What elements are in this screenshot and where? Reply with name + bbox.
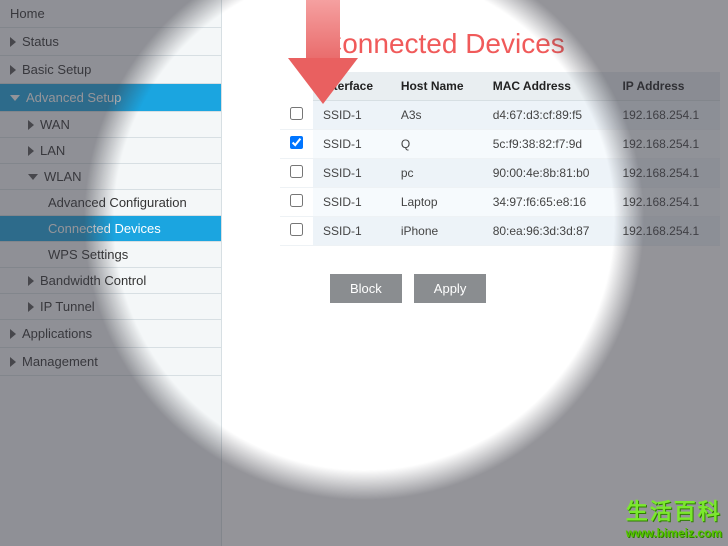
cell-interface: SSID-1: [313, 187, 391, 216]
cell-ip: 192.168.254.1: [612, 158, 720, 187]
cell-host: A3s: [391, 101, 483, 130]
nav-ip-tunnel[interactable]: IP Tunnel: [0, 294, 221, 320]
nav-wlan[interactable]: WLAN: [0, 164, 221, 190]
cell-mac: 5c:f9:38:82:f7:9d: [483, 129, 613, 158]
col-host: Host Name: [391, 72, 483, 101]
chevron-down-icon: [28, 174, 38, 180]
row-checkbox[interactable]: [290, 194, 303, 207]
nav-label: Home: [10, 6, 45, 21]
cell-mac: d4:67:d3:cf:89:f5: [483, 101, 613, 130]
nav-label: Status: [22, 34, 59, 49]
table-row: SSID-1pc90:00:4e:8b:81:b0192.168.254.1: [280, 158, 720, 187]
nav-label: Connected Devices: [48, 221, 161, 236]
chevron-right-icon: [28, 276, 34, 286]
nav-label: Management: [22, 354, 98, 369]
nav-label: Advanced Configuration: [48, 195, 187, 210]
chevron-right-icon: [10, 65, 16, 75]
nav-label: WPS Settings: [48, 247, 128, 262]
nav-label: Applications: [22, 326, 92, 341]
nav-label: LAN: [40, 143, 65, 158]
cell-host: pc: [391, 158, 483, 187]
nav-advanced-setup[interactable]: Advanced Setup: [0, 84, 221, 112]
cell-interface: SSID-1: [313, 129, 391, 158]
row-checkbox[interactable]: [290, 136, 303, 149]
chevron-right-icon: [10, 37, 16, 47]
cell-host: iPhone: [391, 216, 483, 245]
cell-ip: 192.168.254.1: [612, 216, 720, 245]
nav-bandwidth-control[interactable]: Bandwidth Control: [0, 268, 221, 294]
chevron-right-icon: [28, 120, 34, 130]
chevron-right-icon: [28, 146, 34, 156]
row-checkbox[interactable]: [290, 165, 303, 178]
table-row: SSID-1Q5c:f9:38:82:f7:9d192.168.254.1: [280, 129, 720, 158]
col-mac: MAC Address: [483, 72, 613, 101]
nav-label: WLAN: [44, 169, 82, 184]
cell-ip: 192.168.254.1: [612, 129, 720, 158]
nav-home[interactable]: Home: [0, 0, 221, 28]
watermark-text: 生活百科: [626, 499, 722, 524]
chevron-right-icon: [10, 357, 16, 367]
cell-mac: 90:00:4e:8b:81:b0: [483, 158, 613, 187]
pointer-arrow: [288, 0, 358, 110]
nav-wan[interactable]: WAN: [0, 112, 221, 138]
col-ip: IP Address: [612, 72, 720, 101]
apply-button[interactable]: Apply: [414, 274, 487, 303]
nav-label: Basic Setup: [22, 62, 91, 77]
nav-connected-devices[interactable]: Connected Devices: [0, 216, 221, 242]
chevron-right-icon: [10, 329, 16, 339]
nav-label: IP Tunnel: [40, 299, 95, 314]
table-row: SSID-1iPhone80:ea:96:3d:3d:87192.168.254…: [280, 216, 720, 245]
cell-host: Q: [391, 129, 483, 158]
nav-label: Advanced Setup: [26, 90, 121, 105]
watermark-url: www.bimeiz.com: [626, 526, 722, 540]
nav-advanced-configuration[interactable]: Advanced Configuration: [0, 190, 221, 216]
nav-status[interactable]: Status: [0, 28, 221, 56]
chevron-right-icon: [28, 302, 34, 312]
cell-ip: 192.168.254.1: [612, 187, 720, 216]
cell-interface: SSID-1: [313, 158, 391, 187]
chevron-down-icon: [10, 95, 20, 101]
nav-label: WAN: [40, 117, 70, 132]
nav-management[interactable]: Management: [0, 348, 221, 376]
cell-mac: 80:ea:96:3d:3d:87: [483, 216, 613, 245]
nav-wps-settings[interactable]: WPS Settings: [0, 242, 221, 268]
sidebar: Home Status Basic Setup Advanced Setup W…: [0, 0, 222, 546]
nav-basic-setup[interactable]: Basic Setup: [0, 56, 221, 84]
watermark: 生活百科 www.bimeiz.com: [626, 494, 722, 540]
cell-ip: 192.168.254.1: [612, 101, 720, 130]
row-checkbox[interactable]: [290, 223, 303, 236]
nav-applications[interactable]: Applications: [0, 320, 221, 348]
cell-host: Laptop: [391, 187, 483, 216]
nav-lan[interactable]: LAN: [0, 138, 221, 164]
cell-interface: SSID-1: [313, 216, 391, 245]
table-row: SSID-1Laptop34:97:f6:65:e8:16192.168.254…: [280, 187, 720, 216]
nav-label: Bandwidth Control: [40, 273, 146, 288]
cell-mac: 34:97:f6:65:e8:16: [483, 187, 613, 216]
block-button[interactable]: Block: [330, 274, 402, 303]
